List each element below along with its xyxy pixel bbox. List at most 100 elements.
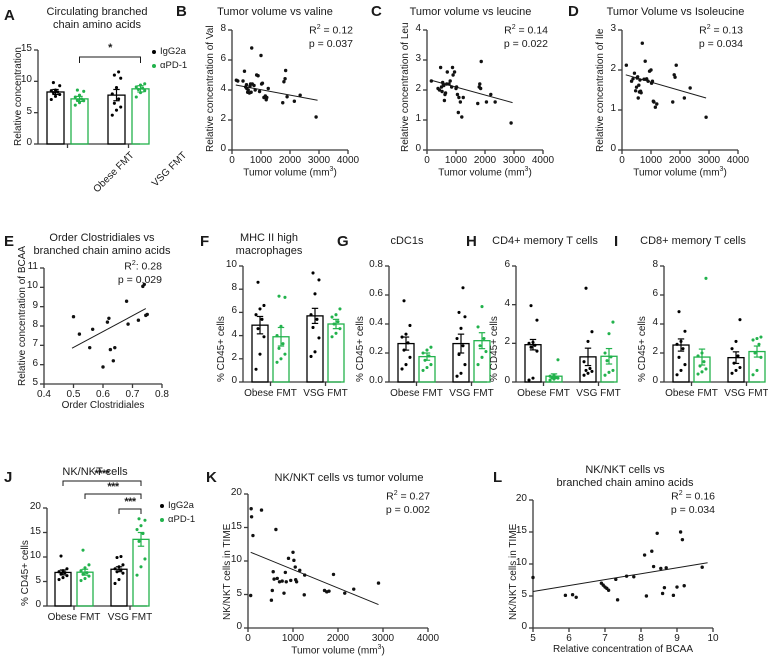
panel-C-letter: C xyxy=(371,3,382,20)
panel-C-pvalue: p = 0.022 xyxy=(503,38,548,50)
panel-D-ytick: 3 xyxy=(610,23,616,34)
panel-H-letter: H xyxy=(466,233,477,250)
panel-F-ytick: 10 xyxy=(225,259,237,270)
panel-D-xtick: 1000 xyxy=(639,155,663,166)
panel-K-ylabel: NK/NKT cells in TIME xyxy=(222,523,233,620)
panel-C-xlabel: Tumor volume (mm3) xyxy=(438,166,532,179)
panel-F-ytick: 4 xyxy=(231,328,237,340)
panel-E-pvalue: p = 0.029 xyxy=(117,274,162,286)
panel-J-ytick: 20 xyxy=(29,501,41,512)
panel-E-xtick: 0.6 xyxy=(96,389,110,400)
panel-J-ytick: 5 xyxy=(35,574,41,586)
significance-marker: *** xyxy=(107,481,119,493)
panel-I-ytick: 8 xyxy=(652,259,658,270)
panel-C-xtick: 3000 xyxy=(502,155,526,166)
panel-H-ytick: 4 xyxy=(504,297,510,309)
panel-D-xlabel: Tumor volume (mm3) xyxy=(633,166,727,179)
panel-J-xtick-1: VSG FMT xyxy=(107,612,153,623)
panel-J-letter: J xyxy=(4,469,13,486)
panel-G-xtick-0: Obese FMT xyxy=(390,388,443,399)
panel-L-pvalue: p = 0.034 xyxy=(670,504,715,516)
panel-A-ytick: 15 xyxy=(20,43,32,54)
panel-J-legend-dot-1 xyxy=(160,518,164,522)
panel-I-letter: I xyxy=(614,233,619,250)
panel-J-legend-label-0: IgG2a xyxy=(168,500,194,511)
panel-C-ytick: 4 xyxy=(415,23,421,34)
panel-A-legend-dot-1 xyxy=(152,64,156,68)
panel-E-xlabel: Order Clostridiales xyxy=(61,400,145,411)
panel-A-letter: A xyxy=(4,7,15,24)
panel-E-xtick: 0.5 xyxy=(66,389,81,400)
panel-G-ylabel: % CD45+ cells xyxy=(355,316,366,382)
panel-H-ytick: 2 xyxy=(504,336,510,348)
panel-J-legend-dot-0 xyxy=(160,504,164,508)
panel-G-xtick-1: VSG FMT xyxy=(449,388,494,399)
panel-I-ytick: 6 xyxy=(652,288,658,299)
panel-A-ytick: 0 xyxy=(26,137,32,148)
panel-K-letter: K xyxy=(206,469,217,486)
panel-B-xtick: 3000 xyxy=(307,155,331,166)
panel-A-xtick-1: VSG FMT xyxy=(149,150,189,190)
panel-J-ytick: 10 xyxy=(29,550,41,561)
panel-E-ytick: 5 xyxy=(32,377,38,388)
panel-L-title-line2: branched chain amino acids xyxy=(556,477,694,489)
panel-E-xtick: 0.7 xyxy=(125,389,140,400)
panel-A-legend-dot-0 xyxy=(152,50,156,54)
panel-D-r2: R2 = 0.13 xyxy=(699,24,743,37)
panel-A-xtick-0: Obese FMT xyxy=(90,150,137,196)
panel-G-ytick: 0.4 xyxy=(369,317,383,328)
panel-I-ytick: 2 xyxy=(652,346,658,357)
panel-L-xtick: 10 xyxy=(707,633,719,644)
panel-L-xtick: 9 xyxy=(674,633,680,644)
panel-E-ytick: 7 xyxy=(32,338,38,350)
panel-L-ytick: 10 xyxy=(515,557,527,568)
panel-E-title-line1: Order Clostridiales vs xyxy=(49,232,155,244)
panel-F-letter: F xyxy=(200,233,210,250)
panel-G-ytick: 0.6 xyxy=(369,288,383,299)
panel-A-title-line1: Circulating branched xyxy=(46,6,148,18)
panel-C-xtick: 4000 xyxy=(531,155,555,166)
panel-E-ytick: 11 xyxy=(27,261,38,272)
panel-L-ylabel: NK/NKT cells in TIME xyxy=(508,523,519,620)
panel-C-xtick: 0 xyxy=(424,155,430,166)
panel-L-xtick: 8 xyxy=(638,633,644,644)
panel-L-title-line1: NK/NKT cells vs xyxy=(585,464,665,476)
panel-A-legend-label-1: αPD-1 xyxy=(160,60,188,71)
panel-D-xtick: 0 xyxy=(619,155,625,166)
panel-D-ylabel: Relative concentration of Ile xyxy=(595,28,606,152)
panel-D-xtick: 3000 xyxy=(697,155,721,166)
panel-C-ylabel: Relative concentration of Leu xyxy=(400,22,411,152)
panel-K-xlabel: Tumor volume (mm3) xyxy=(291,644,385,657)
panel-F-ytick: 2 xyxy=(231,351,237,363)
panel-E-letter: E xyxy=(4,233,15,250)
panel-B-xtick: 1000 xyxy=(249,155,273,166)
panel-J-title: NK/NKT cells xyxy=(62,466,128,478)
panel-F-title-line2: macrophages xyxy=(235,245,303,257)
panel-K-xtick: 4000 xyxy=(416,633,440,644)
panel-L-ytick: 20 xyxy=(515,493,527,504)
panel-G-letter: G xyxy=(337,233,349,250)
panel-E-ytick: 8 xyxy=(32,319,38,330)
panel-I-ytick: 4 xyxy=(652,317,658,328)
panel-B-xtick: 4000 xyxy=(336,155,360,166)
panel-K-title: NK/NKT cells vs tumor volume xyxy=(274,472,424,484)
panel-G-ytick: 0.0 xyxy=(369,375,383,386)
panel-F-ytick: 0 xyxy=(231,375,237,386)
panel-B-xtick: 0 xyxy=(229,155,235,166)
panel-J-ylabel: % CD45+ cells xyxy=(20,540,31,606)
panel-B-ytick: 6 xyxy=(220,53,226,64)
panel-I-xtick-0: Obese FMT xyxy=(665,388,718,399)
panel-B-r2: R2 = 0.12 xyxy=(309,24,353,37)
panel-A-ytick: 10 xyxy=(20,74,32,86)
panel-K-r2: R2 = 0.27 xyxy=(386,490,430,503)
panel-D-pvalue: p = 0.034 xyxy=(698,38,743,50)
